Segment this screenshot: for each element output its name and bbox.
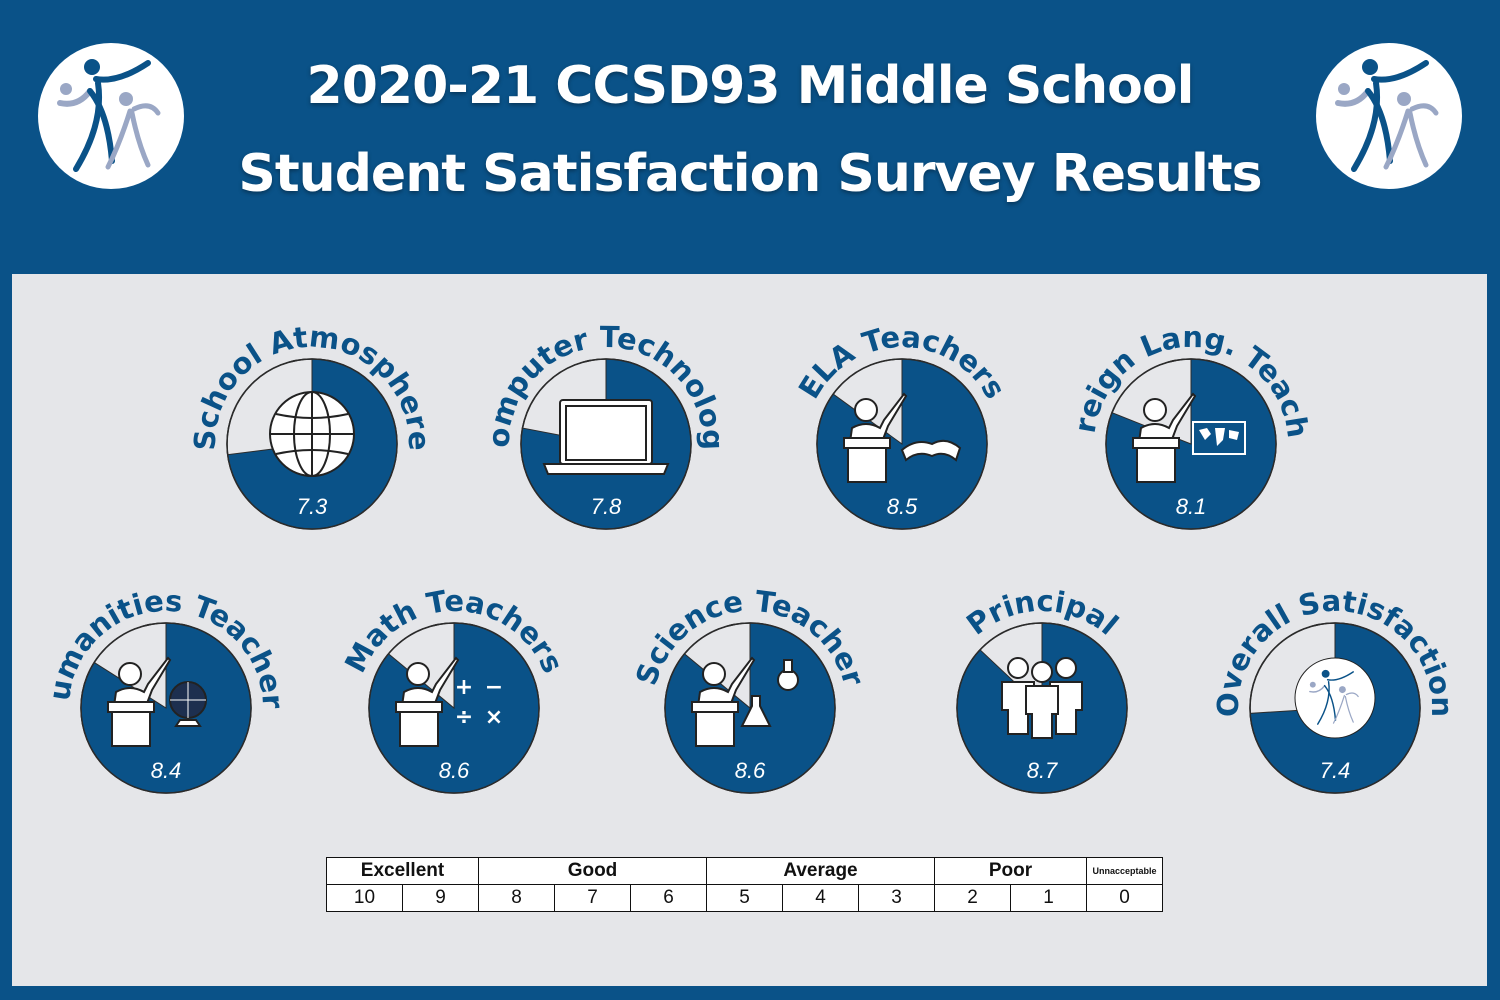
score-value: 8.5 [887, 494, 918, 519]
score-value: 8.4 [151, 758, 182, 783]
svg-text:÷: ÷ [455, 705, 473, 730]
scale-number: 10 [326, 884, 403, 912]
svg-text:+: + [455, 675, 473, 700]
laptop-icon [542, 399, 670, 475]
rating-scale-table: Excellent Good Average Poor Unnacceptabl… [326, 857, 1163, 912]
score-value: 8.7 [1027, 758, 1058, 783]
score-value: 7.8 [591, 494, 622, 519]
page-title-line-2: Student Satisfaction Survey Results [238, 144, 1262, 204]
scale-number: 9 [402, 884, 479, 912]
scale-number: 6 [630, 884, 707, 912]
scale-category: Unnacceptable [1086, 857, 1163, 885]
ccsd93-logo-icon [1335, 59, 1439, 172]
teacher-math-icon: + −÷ × [395, 656, 503, 747]
score-value: 7.3 [297, 494, 328, 519]
scale-number: 3 [858, 884, 935, 912]
ccsd93-logo-icon [1294, 657, 1376, 739]
chart-label: Foreign Lang. Teacher [0, 0, 1315, 440]
ccsd93-logo-mark [57, 59, 161, 172]
scale-category: Average [706, 857, 935, 885]
chart-label: Humanities Teachers [0, 0, 290, 710]
score-value: 7.4 [1320, 758, 1351, 783]
scale-category: Good [478, 857, 707, 885]
scale-number: 5 [706, 884, 783, 912]
scale-number: 7 [554, 884, 631, 912]
scale-number: 4 [782, 884, 859, 912]
rating-scale-header-row: Excellent Good Average Poor Unnacceptabl… [326, 857, 1163, 885]
scale-number: 2 [934, 884, 1011, 912]
scale-number: 8 [478, 884, 555, 912]
score-value: 8.6 [735, 758, 766, 783]
scale-number: 1 [1010, 884, 1087, 912]
scale-category: Poor [934, 857, 1087, 885]
teacher-book-icon [843, 392, 962, 483]
teacher-globe-icon [107, 656, 207, 747]
teacher-map-icon [1132, 392, 1246, 483]
logo-left [38, 43, 184, 189]
svg-text:×: × [485, 705, 503, 730]
score-value: 8.1 [1176, 494, 1207, 519]
ccsd93-logo-mark [1335, 59, 1439, 172]
page-title-line-1: 2020-21 CCSD93 Middle School [306, 56, 1195, 116]
globe-icon [269, 391, 355, 477]
scale-category: Excellent [326, 857, 479, 885]
svg-text:−: − [485, 675, 503, 700]
people-icon [1001, 657, 1083, 739]
scale-number: 0 [1086, 884, 1163, 912]
rating-scale-number-row: 10 9 8 7 6 5 4 3 2 1 0 [326, 884, 1163, 912]
score-value: 8.6 [439, 758, 470, 783]
ccsd93-logo-icon [57, 59, 161, 172]
logo-right [1316, 43, 1462, 189]
teacher-flask-icon [691, 656, 799, 747]
